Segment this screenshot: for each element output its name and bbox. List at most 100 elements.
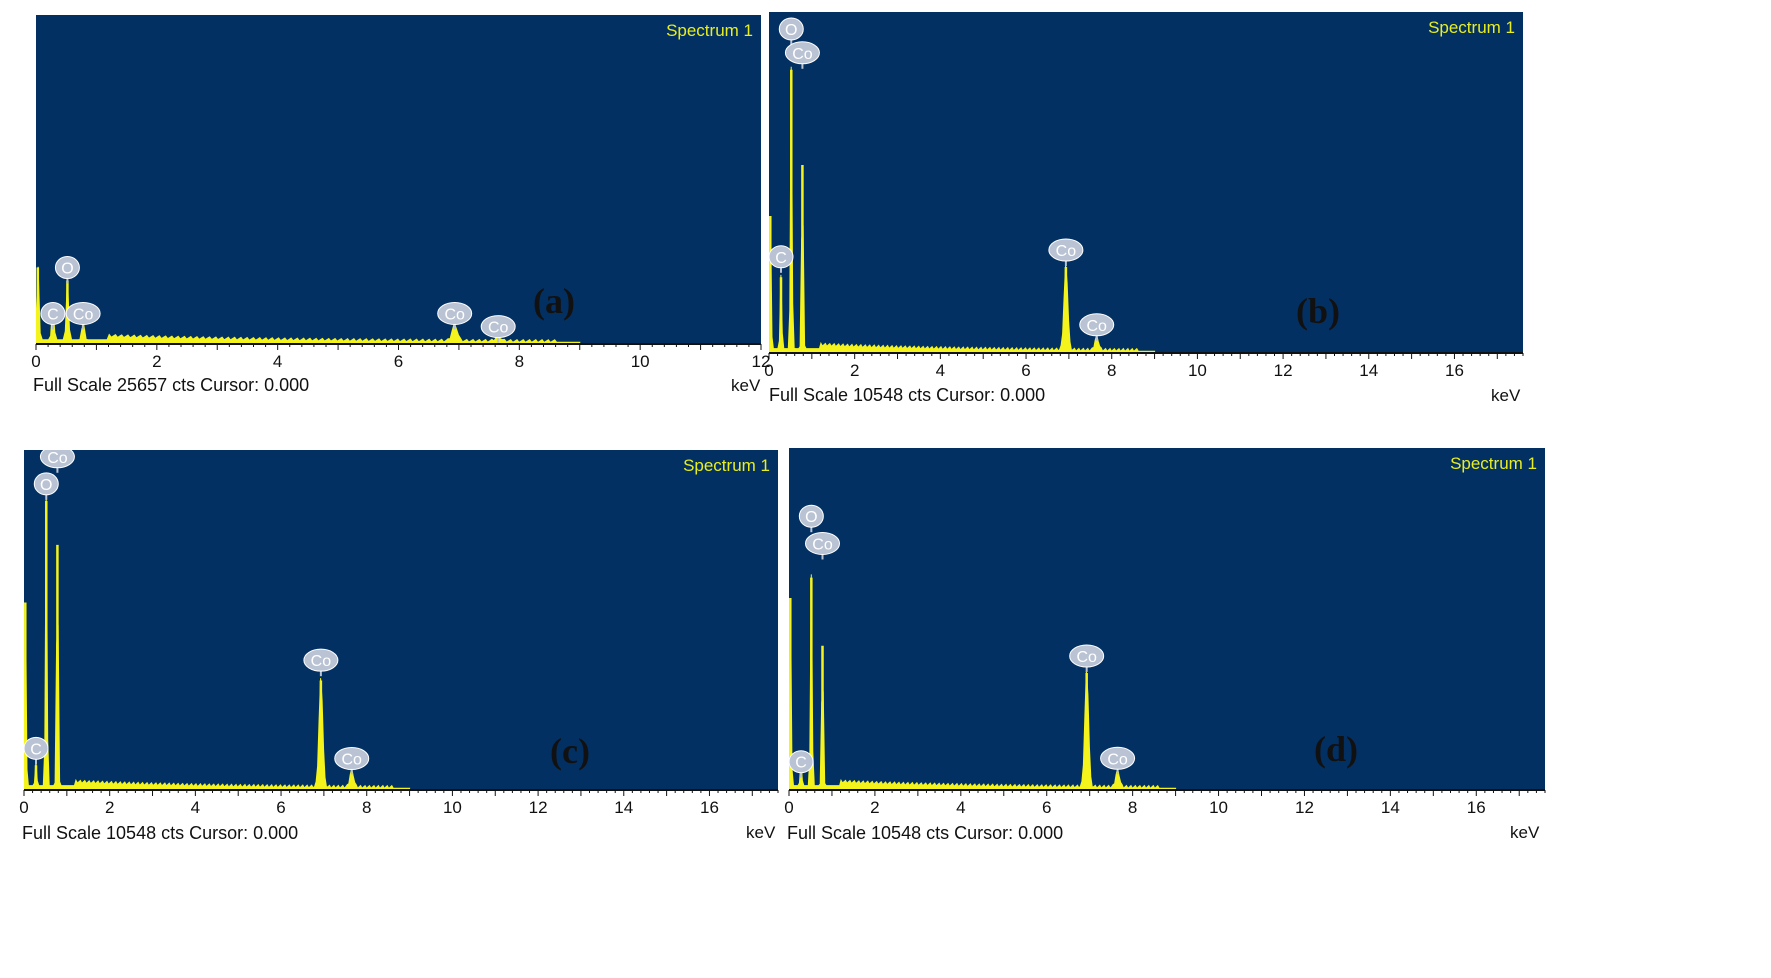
element-marker-c: C (40, 301, 66, 330)
x-tick-label: 8 (1128, 798, 1137, 817)
element-marker-o: O (778, 17, 804, 45)
spectrum-area (36, 266, 581, 343)
x-tick-label: 6 (1021, 361, 1030, 380)
element-marker-co: Co (805, 531, 841, 560)
x-tick-label: 2 (850, 361, 859, 380)
x-tick-label: 4 (191, 798, 200, 817)
spectrum-trace: O C Co Co Co (36, 256, 581, 343)
element-marker-o: O (798, 504, 824, 533)
spectrum-title: Spectrum 1 (683, 456, 770, 475)
element-marker-label: Co (488, 320, 509, 337)
spectrum-area (769, 66, 1156, 352)
spectrum-trace: O Co C Co Co (769, 17, 1156, 352)
element-marker-label: C (47, 306, 59, 323)
element-marker-label: C (795, 755, 807, 772)
element-marker-label: Co (444, 306, 465, 323)
element-marker-co: Co (1079, 313, 1115, 341)
x-tick-label: 10 (1188, 361, 1207, 380)
element-marker-co: Co (1069, 644, 1105, 673)
panel-label: (b) (1296, 291, 1340, 331)
x-tick-label: 6 (1042, 798, 1051, 817)
x-tick-label: 10 (1209, 798, 1228, 817)
x-tick-label: 14 (1359, 361, 1378, 380)
x-tick-label: 12 (1295, 798, 1314, 817)
element-marker-label: Co (1076, 649, 1097, 666)
x-tick-label: 10 (443, 798, 462, 817)
x-tick-label: 2 (105, 798, 114, 817)
element-marker-co: Co (1100, 746, 1136, 775)
element-marker-label: O (805, 509, 817, 526)
element-marker-co: Co (784, 41, 820, 69)
x-tick-label: 16 (1467, 798, 1486, 817)
element-marker-co: Co (437, 301, 473, 330)
spectrum-trace: Co O C Co Co (24, 450, 411, 789)
plot-area: O Co C Co Co Spectrum 1 (789, 448, 1545, 789)
element-marker-label: C (30, 741, 42, 758)
x-tick-label: 2 (152, 352, 161, 371)
x-tick-label: 8 (1107, 361, 1116, 380)
spectrum-area (24, 497, 411, 789)
element-marker-label: Co (792, 46, 813, 63)
x-tick-label: 0 (19, 798, 28, 817)
element-marker-label: Co (1056, 243, 1077, 260)
x-tick-label: 12 (1274, 361, 1293, 380)
element-marker-label: O (61, 261, 73, 278)
element-marker-label: Co (812, 536, 833, 553)
element-marker-co: Co (65, 301, 101, 330)
element-marker-label: Co (47, 450, 68, 467)
element-marker-c: C (789, 750, 814, 778)
element-marker-label: O (785, 22, 797, 39)
x-axis: 0 2 4 6 8 10 12 14 16 (784, 789, 1546, 817)
x-tick-label: 0 (31, 352, 40, 371)
panel-label: (d) (1314, 729, 1358, 769)
x-tick-label: 10 (631, 352, 650, 371)
panel-label: (a) (533, 281, 575, 321)
element-marker-co: Co (39, 450, 75, 473)
footer-text: Full Scale 10548 cts Cursor: 0.000 (787, 823, 1064, 843)
element-marker-label: Co (1107, 751, 1128, 768)
element-marker-co: Co (334, 746, 370, 775)
x-tick-label: 12 (752, 352, 771, 371)
x-tick-label: 4 (936, 361, 945, 380)
x-tick-label: 16 (700, 798, 719, 817)
plot-area: Co O C Co Co Spectrum 1 (24, 450, 778, 789)
x-tick-label: 4 (273, 352, 282, 371)
element-marker-c: C (24, 736, 49, 765)
x-tick-label: 8 (362, 798, 371, 817)
element-marker-co: Co (480, 315, 516, 343)
x-axis-unit: keV (746, 823, 776, 842)
element-marker-label: Co (342, 751, 363, 768)
x-axis: 0 2 4 6 8 10 12 14 16 (19, 789, 779, 817)
footer-text: Full Scale 10548 cts Cursor: 0.000 (769, 385, 1046, 405)
plot-area: O Co C Co Co Spectrum 1 (769, 12, 1523, 352)
x-tick-label: 14 (1381, 798, 1400, 817)
element-marker-o: O (33, 472, 59, 500)
element-marker-co: Co (1048, 238, 1084, 266)
element-marker-label: Co (73, 306, 94, 323)
spectrum-title: Spectrum 1 (666, 21, 753, 40)
spectrum-title: Spectrum 1 (1450, 454, 1537, 473)
x-axis: 0 2 4 6 8 10 12 (31, 343, 770, 371)
footer-text: Full Scale 25657 cts Cursor: 0.000 (33, 375, 310, 395)
element-marker-label: Co (311, 653, 332, 670)
element-marker-o: O (54, 256, 80, 284)
x-tick-label: 8 (515, 352, 524, 371)
element-marker-label: O (40, 477, 52, 494)
element-marker-label: Co (1087, 318, 1108, 335)
x-tick-label: 0 (784, 798, 793, 817)
x-tick-label: 6 (276, 798, 285, 817)
x-tick-label: 2 (870, 798, 879, 817)
element-marker-label: C (775, 250, 787, 267)
x-tick-label: 0 (764, 361, 773, 380)
x-axis-unit: keV (731, 376, 761, 395)
x-axis-unit: keV (1510, 823, 1540, 842)
spectrum-title: Spectrum 1 (1428, 18, 1515, 37)
x-tick-label: 12 (529, 798, 548, 817)
x-axis: 0 2 4 6 8 10 12 14 16 (764, 352, 1524, 380)
x-tick-label: 16 (1445, 361, 1464, 380)
spectrum-area (789, 574, 1177, 789)
x-tick-label: 14 (614, 798, 633, 817)
x-tick-label: 4 (956, 798, 965, 817)
panel-label: (c) (550, 731, 590, 771)
element-marker-co: Co (303, 648, 339, 677)
